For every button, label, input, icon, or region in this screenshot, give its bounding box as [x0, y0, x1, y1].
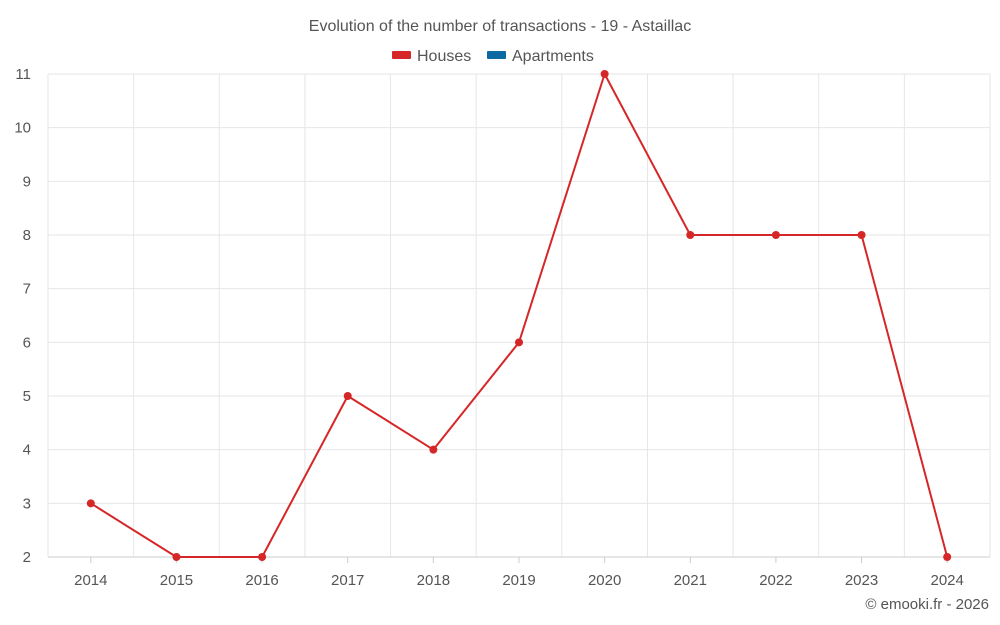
x-tick-label: 2019 — [502, 572, 535, 589]
data-point-2021[interactable] — [686, 231, 695, 239]
legend-swatch — [392, 51, 411, 59]
y-tick-label: 7 — [23, 281, 31, 298]
axes: 2 3 4 5 6 7 8 9 10 11 2014 2015 2016 2017 2018 2019 2020… — [14, 66, 990, 589]
data-point-2018[interactable] — [429, 445, 438, 454]
series-layer — [86, 70, 952, 561]
y-tick-label: 9 — [23, 173, 31, 190]
data-point-2023[interactable] — [857, 231, 866, 239]
x-tick-label: 2016 — [245, 572, 278, 589]
data-point-2019[interactable] — [515, 338, 523, 347]
y-tick-label: 2 — [23, 549, 31, 566]
legend-label: Apartments — [512, 48, 594, 65]
x-tick-label: 2017 — [331, 572, 364, 589]
chart-title: Evolution of the number of transactions … — [309, 18, 691, 35]
legend-item-apartments[interactable]: Apartments — [487, 48, 594, 65]
data-point-2020[interactable] — [600, 70, 609, 78]
data-point-2024[interactable] — [943, 553, 952, 561]
x-tick-label: 2023 — [845, 572, 878, 589]
legend: Houses Apartments — [392, 48, 594, 65]
legend-label: Houses — [417, 48, 471, 65]
data-point-2022[interactable] — [771, 231, 780, 239]
data-point-2014[interactable] — [86, 499, 95, 508]
x-tick-label: 2018 — [417, 572, 450, 589]
y-tick-label: 6 — [23, 334, 31, 351]
x-tick-label: 2022 — [759, 572, 792, 589]
data-point-2017[interactable] — [343, 392, 352, 400]
x-tick-label: 2020 — [588, 572, 621, 589]
data-point-2016[interactable] — [258, 553, 267, 561]
data-point-2015[interactable] — [172, 553, 181, 561]
y-tick-label: 10 — [14, 120, 31, 137]
legend-swatch — [487, 51, 506, 59]
legend-item-houses[interactable]: Houses — [392, 48, 471, 65]
x-tick-label: 2014 — [74, 572, 107, 589]
x-tick-label: 2021 — [674, 572, 707, 589]
x-tick-label: 2024 — [930, 572, 963, 589]
gridlines — [47, 73, 991, 557]
credit-text: © emooki.fr - 2026 — [865, 596, 989, 613]
y-tick-label: 5 — [23, 388, 31, 405]
y-tick-label: 4 — [23, 442, 31, 459]
y-tick-label: 11 — [15, 66, 31, 83]
y-tick-label: 8 — [23, 227, 31, 244]
x-tick-label: 2015 — [160, 572, 193, 589]
y-tick-label: 3 — [23, 495, 31, 512]
